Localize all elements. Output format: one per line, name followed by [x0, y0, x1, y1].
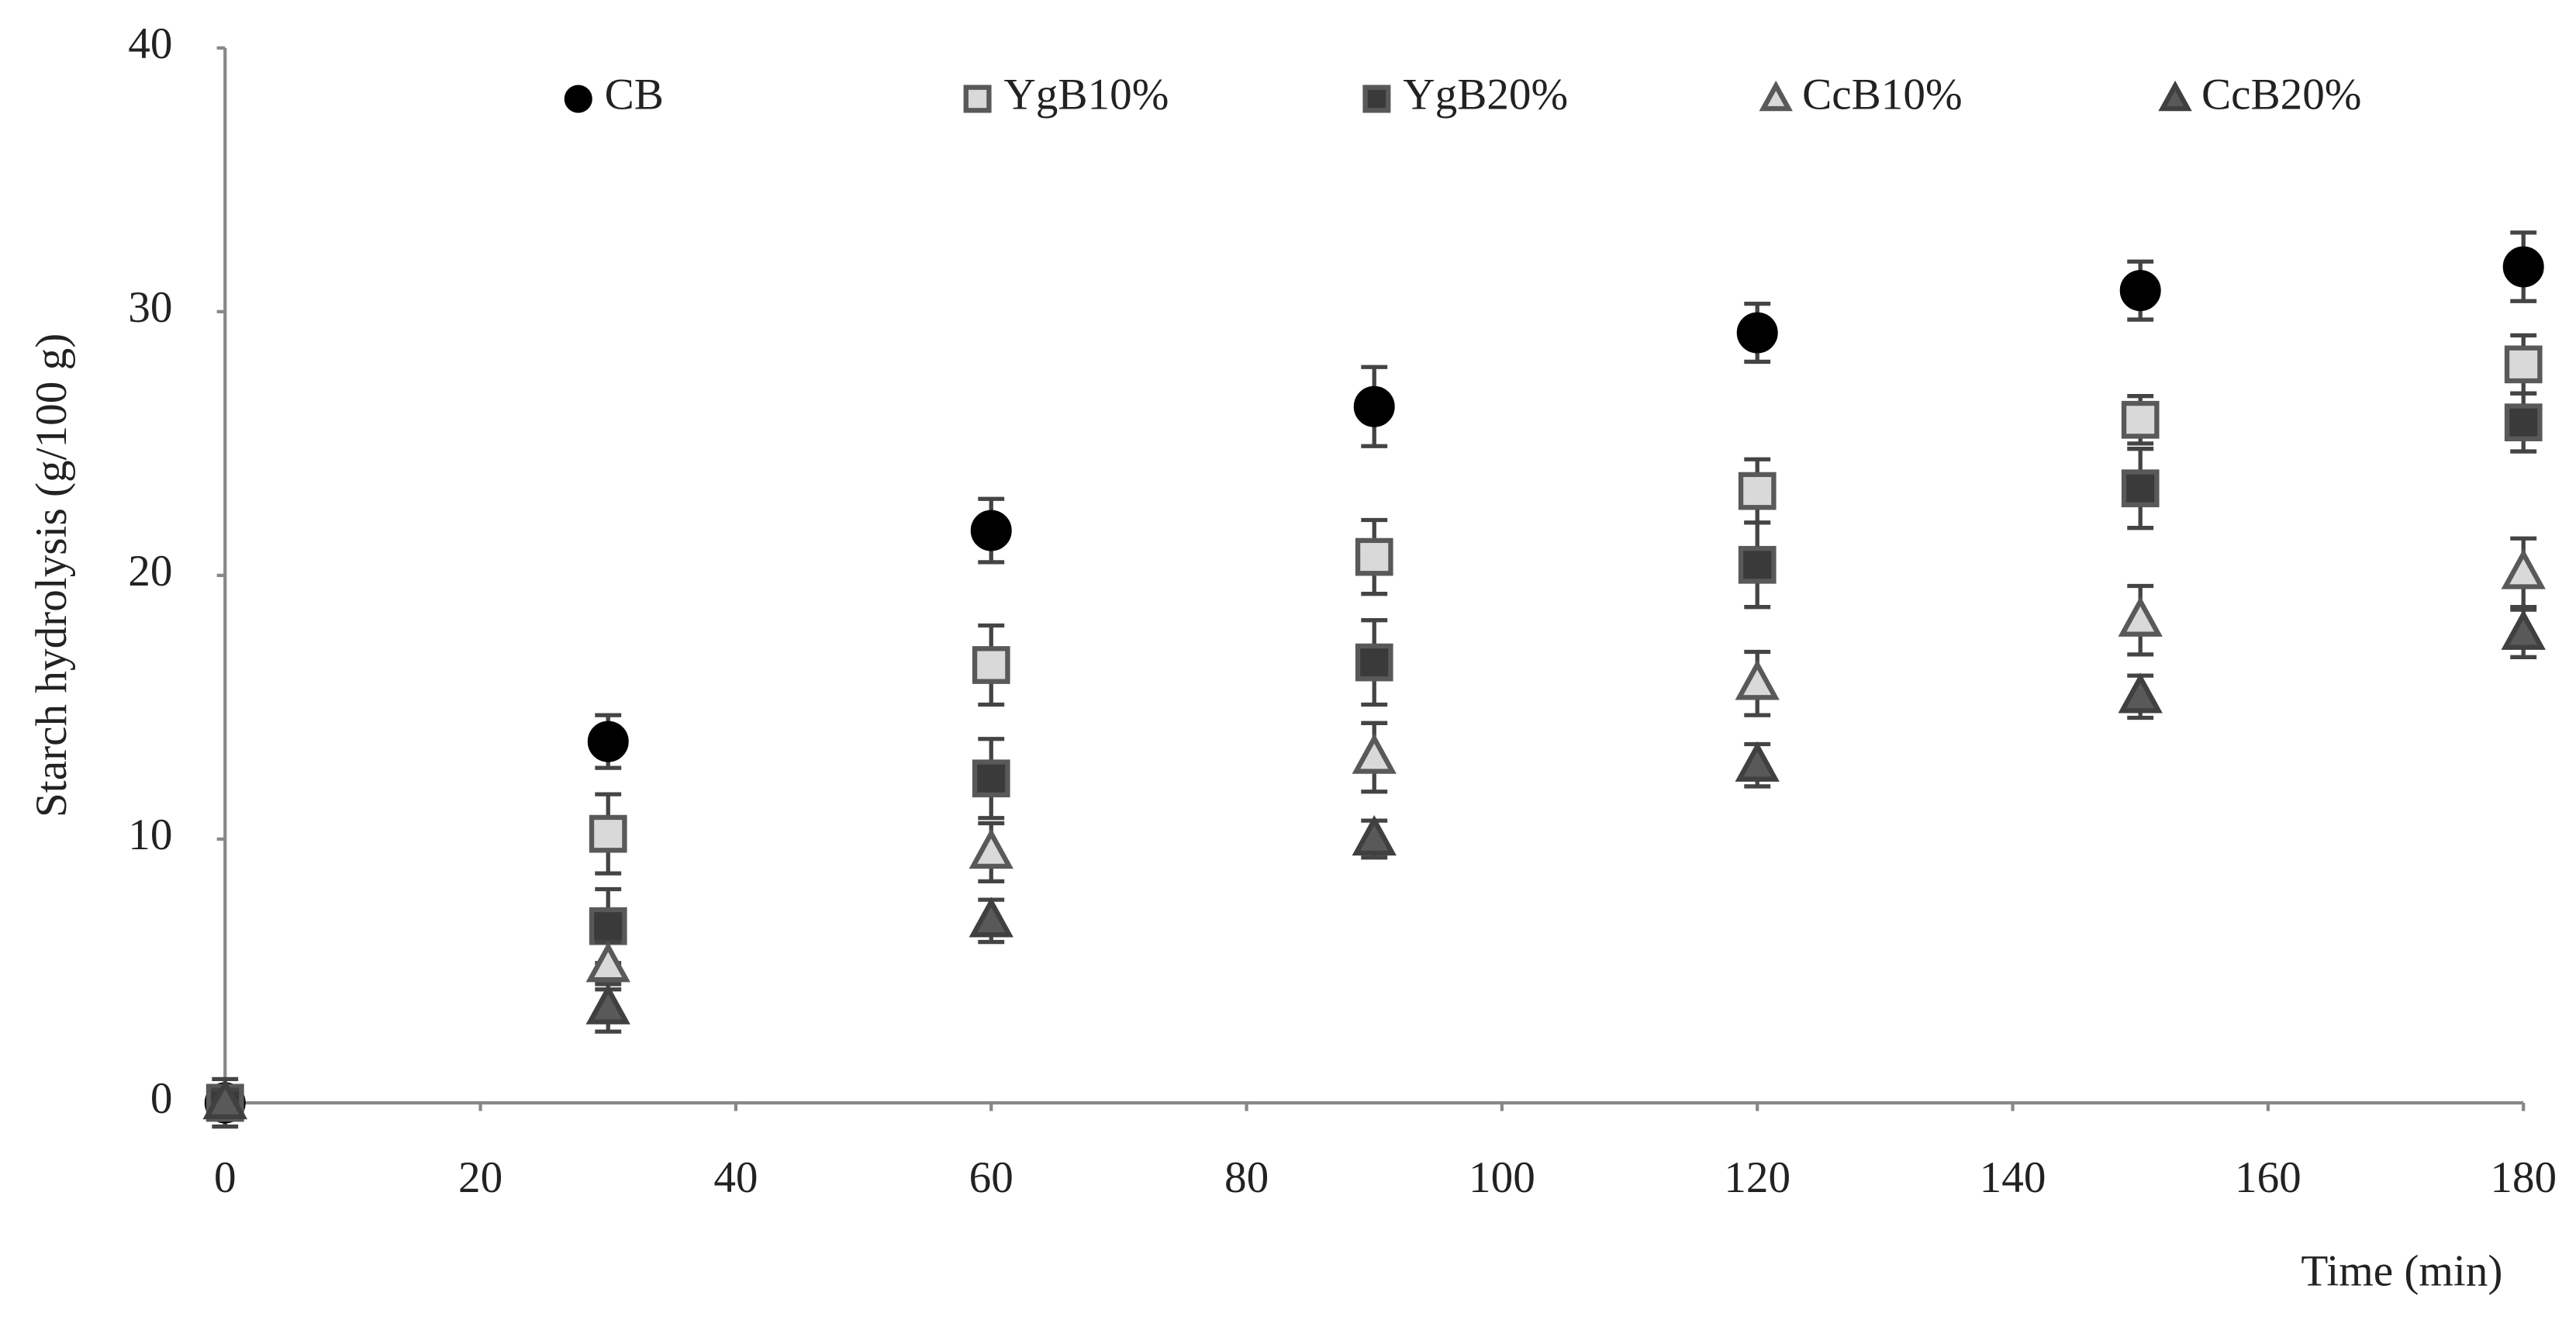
data-point: [1355, 537, 1393, 576]
legend-label: CcB20%: [2201, 71, 2362, 119]
x-tick-label: 20: [458, 1153, 502, 1202]
data-point: [969, 828, 1013, 869]
x-tick-label: 160: [2235, 1153, 2301, 1202]
data-point: [969, 897, 1013, 938]
x-tick-label: 140: [1980, 1153, 2046, 1202]
y-axis-label: Starch hydrolysis (g/100 g): [27, 333, 76, 817]
y-tick-label: 20: [128, 547, 172, 596]
data-point: [202, 1079, 247, 1120]
data-point: [585, 983, 630, 1025]
x-tick-label: 180: [2490, 1153, 2557, 1202]
data-point: [1352, 814, 1397, 856]
x-tick-label: 60: [969, 1153, 1013, 1202]
legend-swatch: [2158, 80, 2192, 112]
x-tick-label: 120: [1724, 1153, 1790, 1202]
legend-label: YgB20%: [1403, 71, 1568, 119]
x-tick-label: 40: [713, 1153, 758, 1202]
data-point: [2502, 246, 2544, 288]
legend-swatch: [963, 85, 992, 113]
data-point: [589, 907, 627, 945]
data-point: [1738, 472, 1777, 510]
data-point: [2119, 270, 2161, 312]
data-point: [585, 942, 630, 983]
data-point: [1736, 312, 1778, 354]
data-point: [1735, 659, 1780, 700]
data-point: [587, 720, 629, 762]
data-point: [1352, 733, 1397, 774]
legend-swatch: [564, 85, 592, 113]
legend-swatch: [1759, 80, 1793, 112]
x-tick-label: 0: [214, 1153, 237, 1202]
data-point: [972, 646, 1010, 684]
y-tick-label: 30: [128, 283, 172, 332]
data-point: [1355, 643, 1393, 682]
legend-label: YgB10%: [1003, 71, 1169, 119]
data-point: [2501, 548, 2546, 589]
y-tick-label: 10: [128, 810, 172, 859]
data-point: [1353, 385, 1395, 427]
data-point: [2118, 596, 2163, 637]
legend-label: CcB10%: [1802, 71, 1963, 119]
legend-swatch: [1362, 85, 1391, 113]
data-point: [2501, 609, 2546, 650]
y-tick-label: 0: [150, 1074, 173, 1123]
data-point: [1738, 545, 1777, 584]
x-tick-label: 80: [1224, 1153, 1269, 1202]
data-point: [589, 814, 627, 853]
x-tick-label: 100: [1469, 1153, 1535, 1202]
data-point: [970, 510, 1012, 551]
y-tick-label: 40: [128, 19, 172, 68]
data-point: [2504, 403, 2543, 442]
data-point: [2504, 345, 2543, 384]
data-point: [2121, 469, 2160, 508]
data-point: [2118, 672, 2163, 714]
x-axis-label: Time (min): [2301, 1247, 2502, 1296]
data-point: [972, 759, 1010, 798]
data-point: [2121, 400, 2160, 439]
data-point: [1735, 741, 1780, 782]
legend-label: CB: [605, 71, 664, 119]
